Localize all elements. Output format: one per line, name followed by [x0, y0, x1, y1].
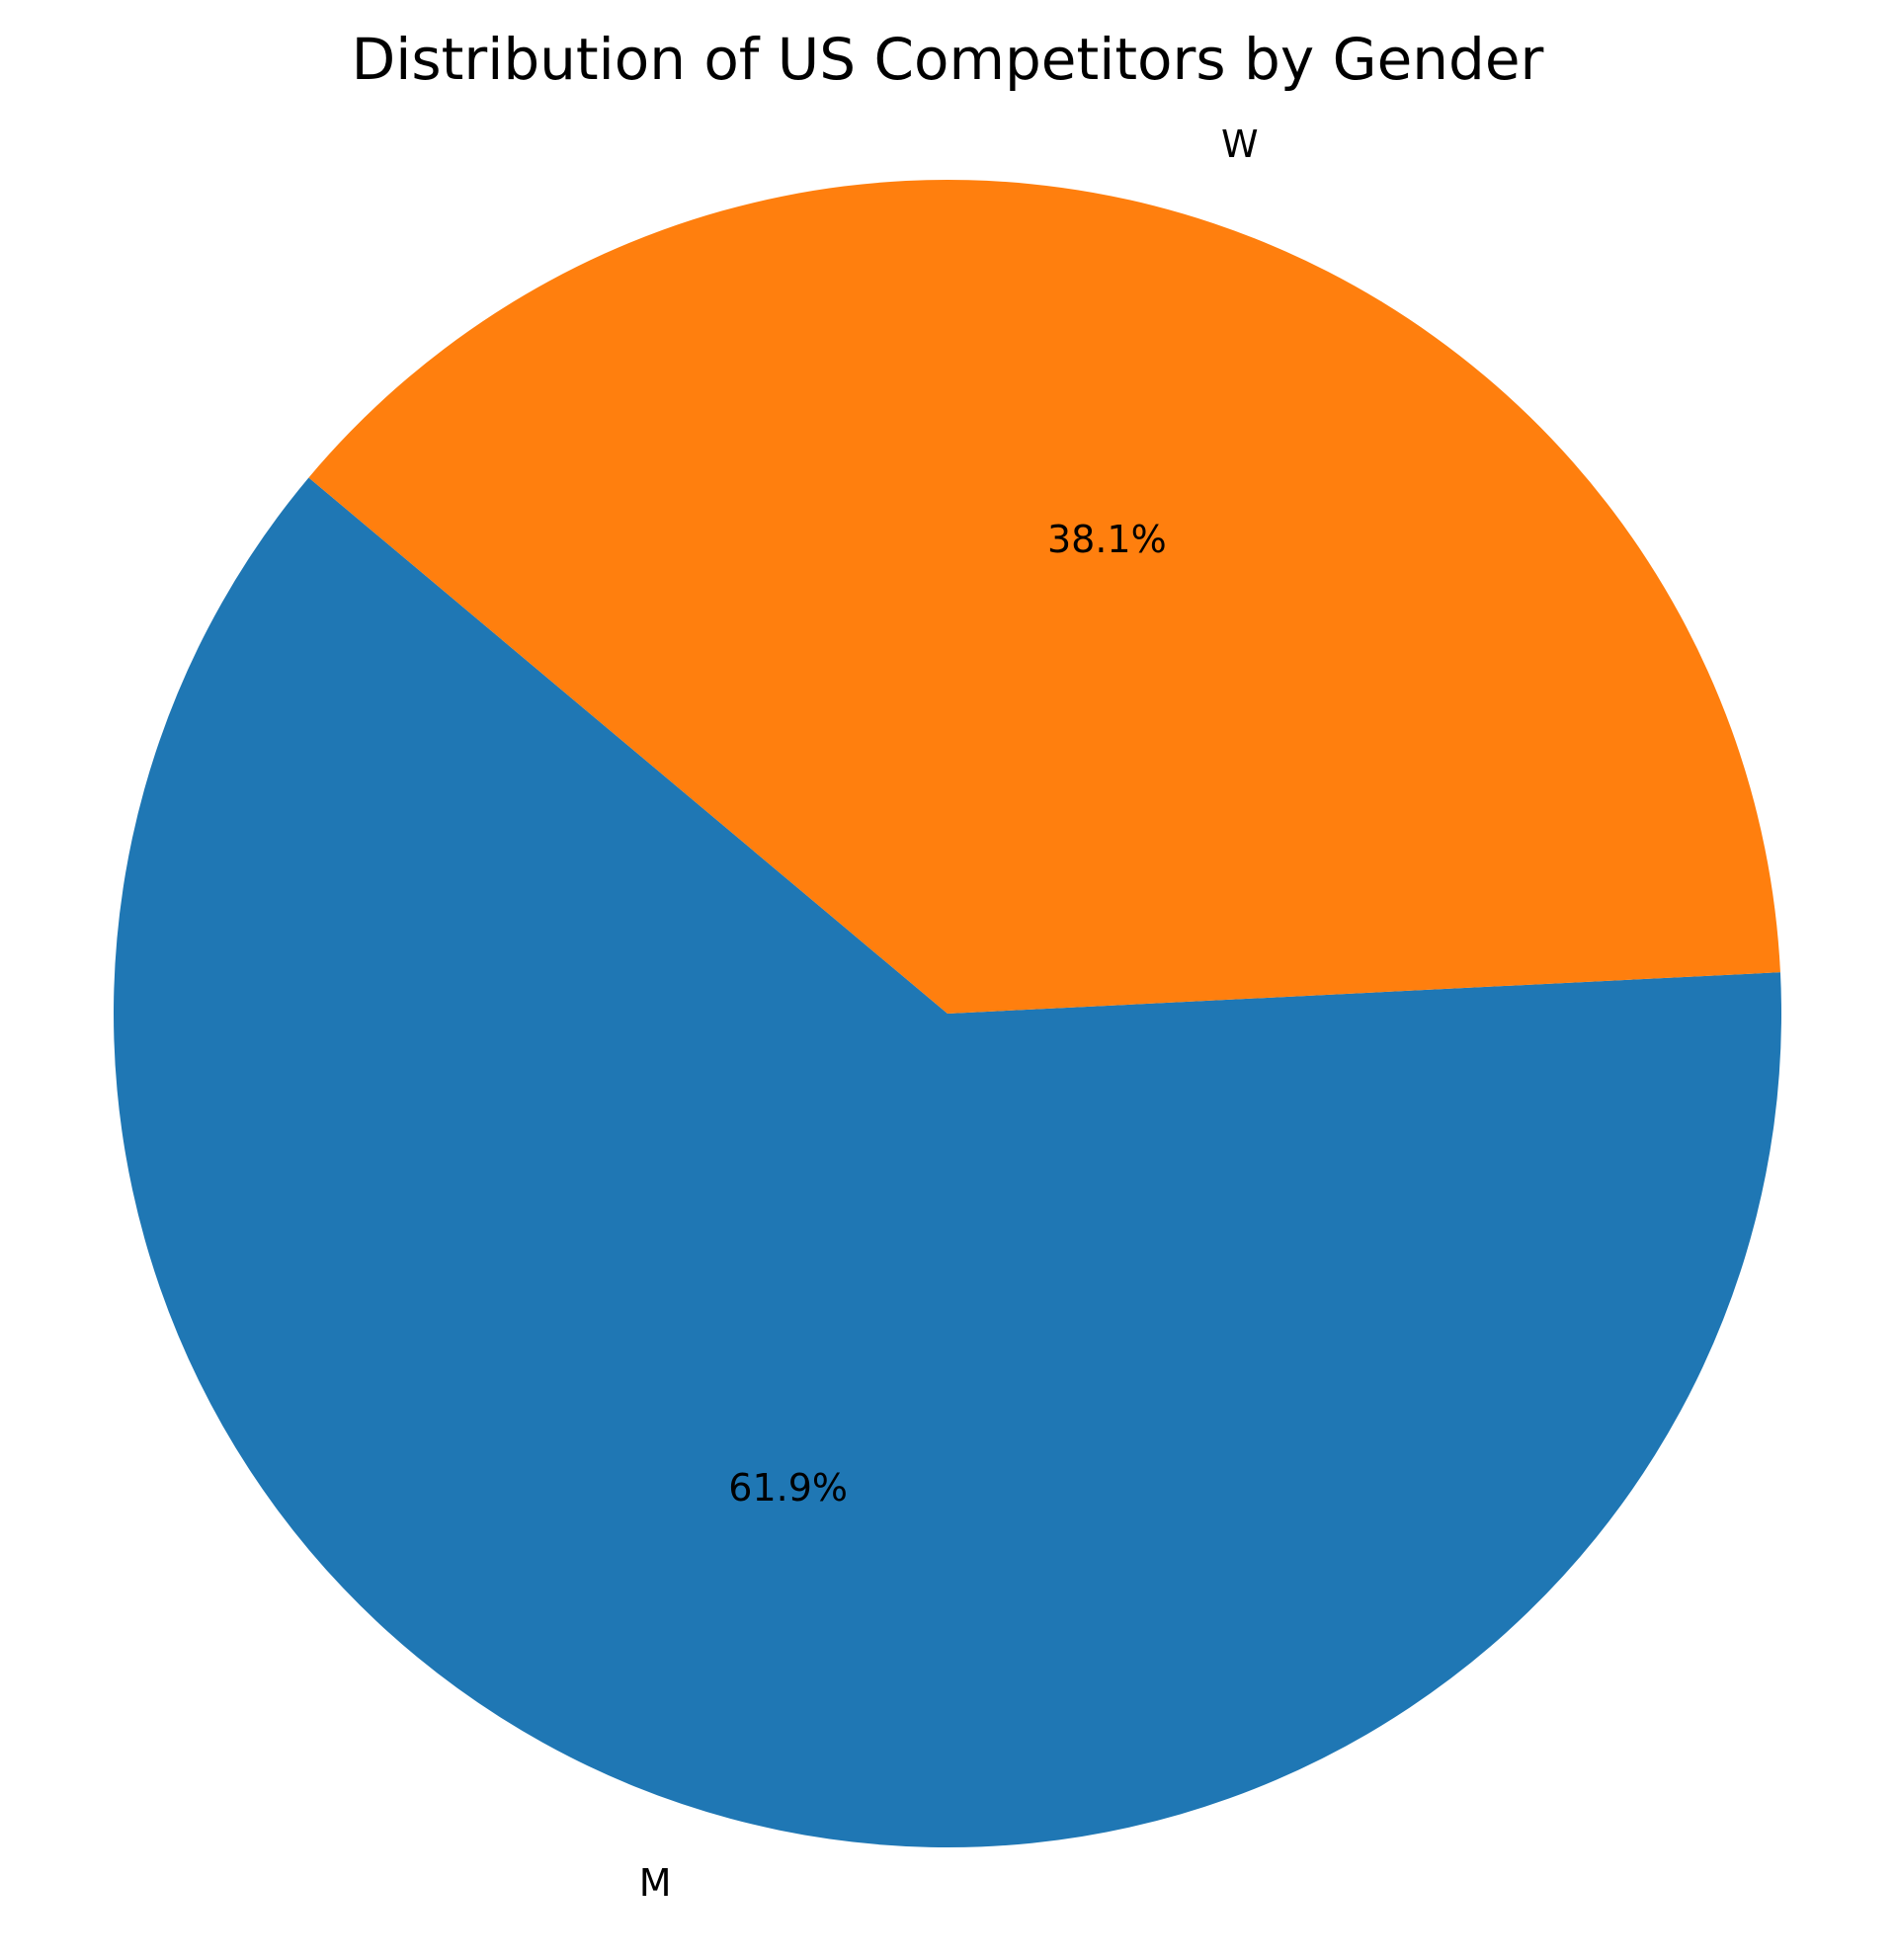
pie-labels: M 61.9% W 38.1%	[639, 122, 1259, 1905]
pie-slice-m	[114, 477, 1782, 1847]
pie-slices	[114, 179, 1782, 1847]
slice-percent-w: 38.1%	[1047, 518, 1167, 561]
slice-percent-m: 61.9%	[728, 1466, 848, 1510]
slice-label-m: M	[639, 1861, 672, 1905]
pie-slice-w	[308, 179, 1780, 1014]
chart-title: Distribution of US Competitors by Gender	[352, 26, 1544, 93]
slice-label-w: W	[1221, 122, 1259, 166]
